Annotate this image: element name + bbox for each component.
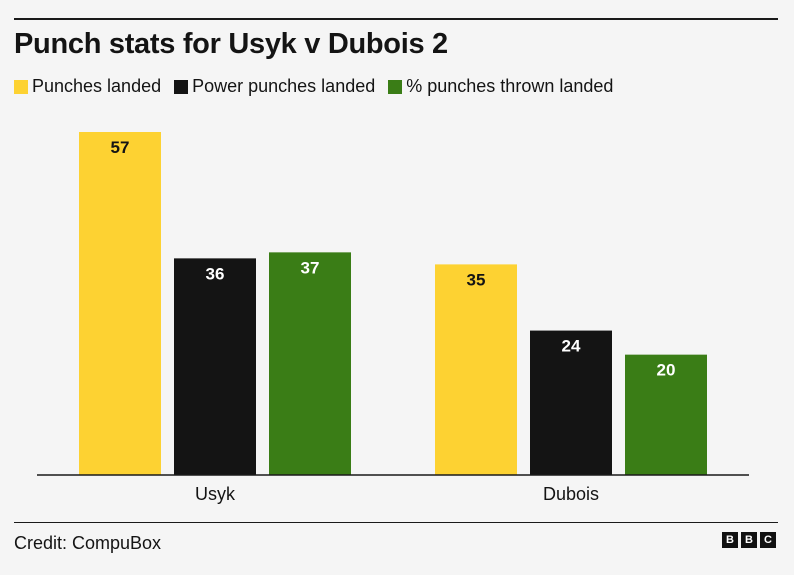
bottom-rule bbox=[14, 522, 778, 523]
legend-item-punches-landed: Punches landed bbox=[14, 76, 161, 97]
bar-dubois-punches-thrown-landed bbox=[625, 354, 707, 475]
data-label-usyk-power-punches-landed: 36 bbox=[206, 264, 225, 283]
bbc-logo-block-1: B bbox=[722, 532, 738, 548]
bar-usyk-punches-landed bbox=[79, 132, 161, 475]
data-label-dubois-punches-thrown-landed: 20 bbox=[657, 361, 676, 380]
chart-title: Punch stats for Usyk v Dubois 2 bbox=[14, 28, 448, 60]
data-label-dubois-power-punches-landed: 24 bbox=[562, 337, 581, 356]
legend-swatch-punches-landed bbox=[14, 79, 28, 94]
x-tick-label-usyk: Usyk bbox=[195, 484, 236, 504]
credit-text: Credit: CompuBox bbox=[14, 533, 162, 553]
legend-label-percent-thrown-landed: % punches thrown landed bbox=[406, 76, 614, 96]
bar-chart: 57 36 37 Usyk 35 24 20 Dubois bbox=[37, 132, 749, 504]
bar-usyk-power-punches-landed bbox=[174, 258, 256, 475]
data-label-usyk-punches-thrown-landed: 37 bbox=[301, 258, 320, 277]
legend-label-punches-landed: Punches landed bbox=[32, 76, 162, 96]
top-rule bbox=[14, 18, 778, 20]
bbc-logo: B B C bbox=[719, 532, 776, 548]
legend-label-power-punches-landed: Power punches landed bbox=[192, 76, 376, 96]
data-label-usyk-punches-landed: 57 bbox=[111, 138, 130, 157]
x-tick-label-dubois: Dubois bbox=[543, 484, 599, 504]
legend: Punches landed Power punches landed % pu… bbox=[14, 76, 626, 97]
bbc-logo-block-2: B bbox=[741, 532, 757, 548]
bar-dubois-power-punches-landed bbox=[530, 330, 612, 475]
legend-swatch-percent-thrown-landed bbox=[388, 79, 403, 94]
bar-dubois-punches-landed bbox=[435, 264, 517, 475]
bar-usyk-punches-thrown-landed bbox=[269, 252, 351, 475]
legend-item-power-punches-landed: Power punches landed bbox=[174, 76, 375, 97]
legend-item-percent-thrown-landed: % punches thrown landed bbox=[388, 76, 613, 97]
data-label-dubois-punches-landed: 35 bbox=[467, 270, 486, 289]
bbc-logo-block-3: C bbox=[760, 532, 776, 548]
legend-swatch-power-punches-landed bbox=[174, 79, 189, 94]
